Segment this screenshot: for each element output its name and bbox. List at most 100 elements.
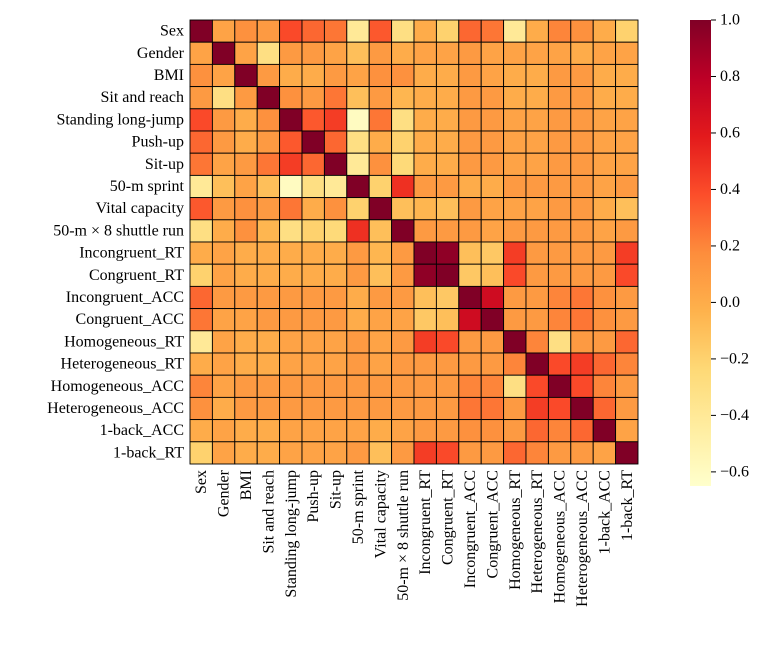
heatmap-cell	[503, 308, 527, 332]
heatmap-cell	[570, 396, 594, 421]
heatmap-cell	[458, 86, 482, 110]
heatmap-cell	[592, 197, 617, 221]
heatmap-cell	[547, 19, 572, 43]
heatmap-cell	[301, 441, 325, 465]
heatmap-cell	[211, 285, 236, 310]
heatmap-cell	[256, 130, 281, 154]
heatmap-cell	[570, 108, 594, 132]
heatmap-cell	[256, 152, 281, 176]
heatmap-cell	[570, 419, 594, 443]
heatmap-cell	[615, 174, 639, 199]
heatmap-cell	[480, 41, 505, 65]
heatmap-cell	[458, 197, 482, 221]
heatmap-cell	[391, 330, 415, 354]
heatmap-cell	[211, 41, 236, 65]
heatmap-cell	[301, 396, 325, 421]
heatmap-cell	[368, 63, 393, 88]
heatmap-cell	[301, 86, 325, 110]
heatmap-cell	[413, 130, 437, 154]
y-tick-label: Vital capacity	[96, 200, 184, 217]
colorbar-gradient	[690, 20, 711, 486]
heatmap-cell	[615, 130, 639, 154]
x-tick-label: Gender	[216, 469, 233, 517]
heatmap-cell	[615, 396, 639, 421]
heatmap-cell	[615, 219, 639, 243]
heatmap-cell	[368, 130, 393, 154]
heatmap-cell	[615, 86, 639, 110]
y-tick-label: Push-up	[132, 134, 184, 151]
heatmap-cell	[413, 63, 437, 88]
heatmap-cell	[211, 330, 236, 354]
heatmap-cell	[189, 197, 213, 221]
heatmap-cell	[458, 108, 482, 132]
heatmap-cell	[525, 197, 549, 221]
heatmap-cell	[323, 41, 348, 65]
heatmap-cell	[368, 152, 393, 176]
heatmap-cell	[211, 374, 236, 398]
heatmap-cell	[592, 152, 617, 176]
heatmap-cell	[458, 241, 482, 265]
heatmap-cell	[458, 263, 482, 287]
heatmap-cell	[279, 130, 303, 154]
heatmap-cell	[615, 197, 639, 221]
heatmap-cell	[480, 63, 505, 88]
heatmap-cell	[480, 219, 505, 243]
heatmap-cell	[346, 219, 370, 243]
heatmap-cell	[615, 263, 639, 287]
x-tick-label: Homogeneous_ACC	[552, 470, 569, 603]
y-tick-label: Congruent_ACC	[76, 311, 184, 328]
heatmap-cell	[592, 19, 617, 43]
heatmap-cell	[189, 152, 213, 176]
heatmap-cell	[525, 241, 549, 265]
heatmap-cell	[503, 419, 527, 443]
heatmap-cell	[525, 263, 549, 287]
heatmap-cell	[413, 352, 437, 376]
heatmap-cell	[234, 130, 258, 154]
heatmap-cell	[547, 86, 572, 110]
heatmap-cell	[592, 352, 617, 376]
heatmap-cell	[279, 41, 303, 65]
heatmap-cell	[279, 241, 303, 265]
heatmap-cell	[592, 374, 617, 398]
heatmap-cell	[391, 174, 415, 199]
heatmap-cell	[346, 241, 370, 265]
heatmap-cell	[323, 441, 348, 465]
heatmap-cell	[458, 219, 482, 243]
heatmap-cell	[458, 152, 482, 176]
heatmap-cell	[435, 86, 460, 110]
heatmap-cell	[323, 108, 348, 132]
heatmap-cell	[234, 352, 258, 376]
heatmap-cell	[547, 197, 572, 221]
heatmap-cell	[391, 219, 415, 243]
y-tick-label: Incongruent_ACC	[66, 289, 184, 306]
heatmap-cell	[413, 241, 437, 265]
heatmap-cell	[211, 63, 236, 88]
heatmap-cell	[234, 396, 258, 421]
heatmap-cell	[503, 263, 527, 287]
heatmap-cell	[592, 86, 617, 110]
heatmap-cell	[480, 419, 505, 443]
x-tick-label: 1-back_RT	[619, 470, 636, 541]
heatmap-cell	[234, 152, 258, 176]
heatmap-cell	[413, 441, 437, 465]
heatmap-cell	[480, 374, 505, 398]
heatmap-cell	[301, 352, 325, 376]
heatmap-cell	[570, 285, 594, 310]
heatmap-cell	[234, 285, 258, 310]
heatmap-cell	[391, 352, 415, 376]
x-tick-label: Heterogeneous_RT	[529, 470, 546, 594]
heatmap-cell	[413, 174, 437, 199]
heatmap-cell	[615, 19, 639, 43]
heatmap-cell	[279, 86, 303, 110]
heatmap-cell	[189, 263, 213, 287]
heatmap-cell	[189, 419, 213, 443]
heatmap-cell	[525, 330, 549, 354]
heatmap-cell	[323, 263, 348, 287]
heatmap-cell	[368, 441, 393, 465]
heatmap-cell	[458, 285, 482, 310]
heatmap-cell	[391, 108, 415, 132]
heatmap-cell	[301, 241, 325, 265]
heatmap-cell	[211, 263, 236, 287]
heatmap-cell	[525, 174, 549, 199]
heatmap-cell	[435, 374, 460, 398]
